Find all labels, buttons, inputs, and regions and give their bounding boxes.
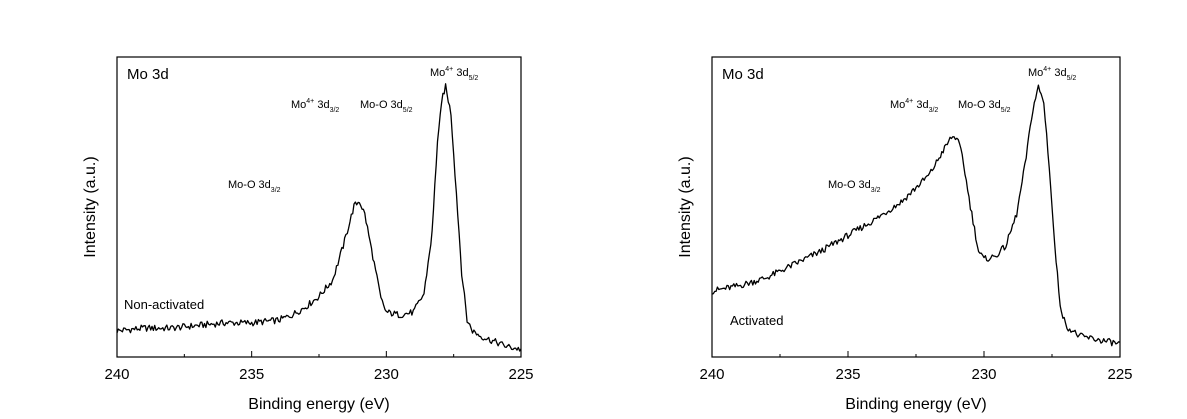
sample-label: Non-activated <box>124 297 204 312</box>
peak-annotation: Mo-O 3d5/2 <box>958 99 1011 114</box>
x-tick-label: 240 <box>699 366 724 383</box>
x-tick-label: 235 <box>239 366 264 383</box>
panel-non-activated: 240 235 230 225 Binding energy (eV) Intensity… <box>82 56 534 413</box>
peak-annotation: Mo-O 3d3/2 <box>828 179 881 194</box>
panel-activated: 240 235 230 225 Binding energy (eV) Intensity… <box>677 56 1133 413</box>
peak-annotation: Mo-O 3d5/2 <box>360 99 413 114</box>
x-tick-label: 225 <box>508 366 533 383</box>
x-tick-label: 230 <box>971 366 996 383</box>
panel-title: Mo 3d <box>722 66 764 83</box>
x-tick-label: 235 <box>835 366 860 383</box>
peak-annotation: Mo4+ 3d5/2 <box>1028 66 1076 82</box>
y-axis-title: Intensity (a.u.) <box>82 156 99 257</box>
y-axis-title: Intensity (a.u.) <box>677 156 694 257</box>
x-axis-title: Binding energy (eV) <box>248 396 389 413</box>
x-axis-title: Binding energy (eV) <box>845 396 986 413</box>
x-tick-label: 225 <box>1107 366 1132 383</box>
panel-title: Mo 3d <box>127 66 169 83</box>
spectrum-line <box>116 83 522 352</box>
x-tick-label: 230 <box>374 366 399 383</box>
peak-annotation: Mo-O 3d3/2 <box>228 179 281 194</box>
peak-annotation: Mo4+ 3d3/2 <box>890 98 938 114</box>
x-tick-label: 240 <box>104 366 129 383</box>
spectrum-line <box>711 84 1121 347</box>
peak-annotation: Mo4+ 3d3/2 <box>291 98 339 114</box>
peak-annotation: Mo4+ 3d5/2 <box>430 66 478 82</box>
sample-label: Activated <box>730 313 783 328</box>
